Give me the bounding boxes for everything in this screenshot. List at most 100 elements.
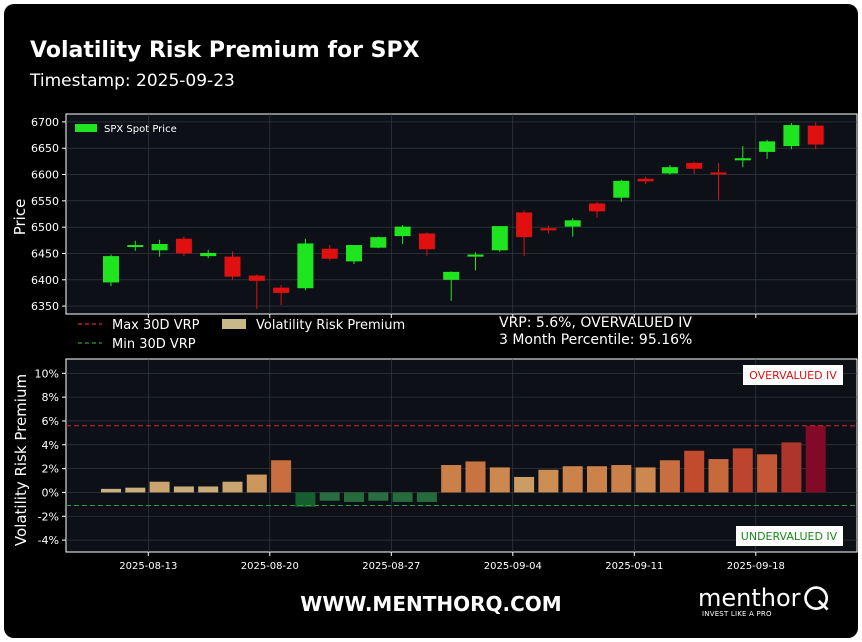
vrp-ytick-label: 0%	[42, 486, 59, 499]
vrp-bar	[441, 465, 462, 493]
vrp-ytick-label: -4%	[38, 534, 59, 547]
candle-body	[443, 271, 460, 280]
vrp-bar	[344, 492, 364, 502]
price-legend: SPX Spot Price	[75, 124, 177, 135]
candle-body	[321, 248, 338, 259]
candle-body	[297, 243, 314, 289]
logo-q-icon	[804, 586, 829, 611]
candle-body	[564, 220, 581, 227]
menthorq-logo: menthor INVEST LIKE A PRO	[698, 584, 848, 624]
vrp-bar	[173, 486, 194, 493]
vrp-bar	[708, 459, 729, 493]
legend-min-label: Min 30D VRP	[112, 337, 196, 352]
undervalued-label: UNDERVALUED IV	[741, 530, 838, 543]
candle-body	[589, 203, 605, 212]
price-ylabel: Price	[11, 199, 29, 236]
candle-body	[540, 228, 557, 231]
vrp-xticks: 2025-08-13 2025-08-20 2025-08-27 2025-09-04…	[119, 552, 785, 572]
vrp-ytick-label: -2%	[38, 510, 59, 523]
vrp-percentile-text: 3 Month Percentile: 95.16%	[499, 332, 692, 348]
vrp-bar	[781, 442, 802, 493]
candle-body	[491, 226, 508, 251]
candles	[103, 122, 824, 309]
legend-vrp-label: Volatility Risk Premium	[256, 318, 405, 333]
vrp-ytick-label: 2%	[42, 463, 59, 476]
overvalued-label: OVERVALUED IV	[749, 369, 837, 382]
vrp-ylabel: Volatility Risk Premium	[12, 374, 30, 546]
vrp-xtick-label: 2025-09-04	[484, 561, 542, 572]
candle-body	[516, 212, 533, 238]
vrp-bar	[732, 448, 753, 493]
chart-card: Volatility Risk Premium for SPX Timestam…	[4, 4, 858, 638]
vrp-bar	[392, 492, 413, 502]
vrp-grid	[66, 359, 857, 552]
legend-spot-label: SPX Spot Price	[104, 124, 177, 135]
vrp-bar	[805, 425, 826, 493]
price-ytick-label: 6450	[31, 247, 59, 260]
vrp-status-text: VRP: 5.6%, OVERVALUED IV	[499, 315, 692, 331]
vrp-bar	[684, 450, 705, 493]
vrp-bar	[587, 466, 607, 493]
chart-svg: 6350 6400 6450 6500 6550 6600 6650 6700 Price S…	[11, 113, 858, 572]
timestamp-label: Timestamp: 2025-09-23	[30, 71, 235, 91]
vrp-bar	[635, 467, 656, 493]
legend-vrp-swatch	[222, 319, 246, 329]
candle-body	[783, 125, 800, 147]
price-ytick-label: 6700	[31, 116, 59, 129]
candle-body	[370, 237, 387, 248]
vrp-bar	[295, 492, 316, 507]
candle-body	[346, 245, 362, 262]
price-ytick-label: 6550	[31, 195, 59, 208]
vrp-ytick-label: 4%	[42, 439, 59, 452]
candle-body	[418, 233, 435, 250]
price-ytick-label: 6400	[31, 274, 59, 287]
price-ytick-label: 6600	[31, 169, 59, 182]
logo-tagline: INVEST LIKE A PRO	[702, 610, 772, 618]
chart-title: Volatility Risk Premium for SPX	[30, 38, 420, 63]
candle-body	[759, 141, 776, 152]
website-footer: WWW.MENTHORQ.COM	[300, 592, 562, 616]
vrp-bar	[659, 460, 680, 493]
vrp-xtick-label: 2025-08-20	[241, 561, 299, 572]
vrp-bar	[368, 492, 389, 501]
candle-body	[686, 162, 703, 169]
vrp-bar	[319, 492, 340, 501]
vrp-bar	[222, 481, 243, 493]
vrp-yticks: -4% -2% 0% 2% 4% 6% 8% 10%	[35, 367, 66, 547]
vrp-xtick-label: 2025-08-13	[119, 561, 177, 572]
vrp-bars	[101, 425, 826, 507]
overvalued-box-bg	[743, 365, 843, 385]
candle-body	[467, 254, 484, 257]
legend-max-label: Max 30D VRP	[112, 318, 200, 333]
candle-body	[613, 180, 630, 198]
candle-body	[127, 245, 144, 248]
candle-body	[175, 238, 192, 254]
candle-body	[151, 244, 168, 251]
vrp-bar	[489, 467, 510, 493]
candle-body	[248, 275, 265, 281]
vrp-bar	[149, 481, 170, 493]
legend-spot-swatch	[75, 124, 97, 132]
vrp-bar	[416, 492, 437, 502]
candle-body	[710, 172, 727, 175]
candle-body	[200, 252, 217, 257]
price-axes-bg	[65, 113, 858, 315]
vrp-ytick-label: 10%	[35, 367, 59, 380]
candle-body	[103, 256, 119, 283]
vrp-bar	[757, 454, 778, 493]
logo-wordmark: menthor	[698, 584, 801, 612]
candle-body	[734, 158, 751, 161]
vrp-bar	[271, 460, 292, 493]
price-yticks: 6350 6400 6450 6500 6550 6600 6650 6700	[31, 116, 66, 313]
candle-body	[273, 287, 290, 293]
price-ytick-label: 6500	[31, 221, 59, 234]
vrp-bar	[465, 461, 486, 493]
candle-body	[637, 178, 654, 182]
candle-body	[807, 125, 824, 145]
undervalued-box: UNDERVALUED IV	[736, 526, 843, 546]
candle-body	[661, 167, 678, 174]
vrp-bar	[198, 486, 219, 493]
vrp-bar	[101, 488, 121, 493]
overvalued-box: OVERVALUED IV	[743, 365, 843, 385]
candle-body	[394, 226, 411, 237]
